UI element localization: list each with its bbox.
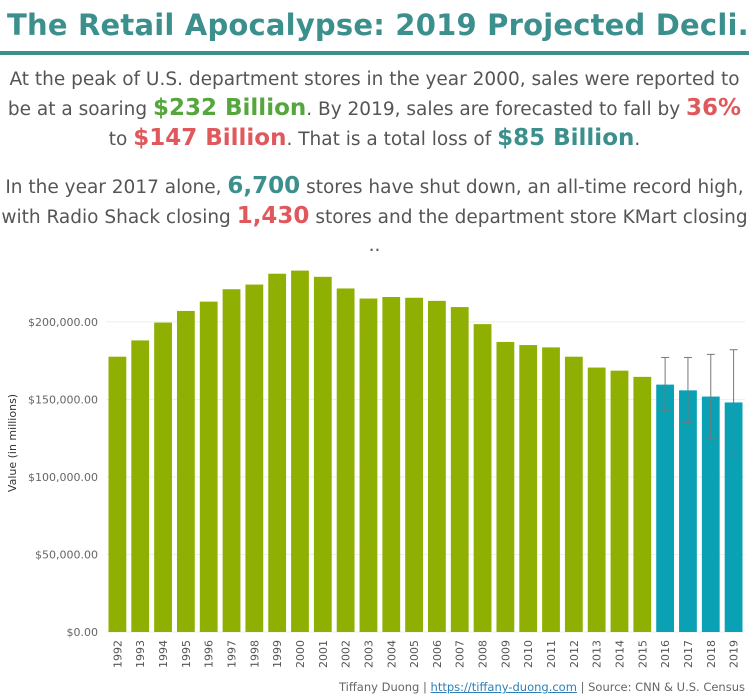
footer-source: | Source: CNN & U.S. Census [576,680,745,694]
bar-2004 [382,296,401,632]
footer-author: Tiffany Duong | [339,680,431,694]
x-tick-label: 2008 [477,640,490,668]
footer-credit: Tiffany Duong | https://tiffany-duong.co… [339,680,745,694]
x-tick-label: 2006 [431,640,444,668]
x-tick-label: 2002 [340,640,353,668]
x-tick-label: 2011 [545,640,558,668]
closures-text-1: In the year 2017 alone, [5,177,228,198]
y-tick-label: $150,000.00 [28,393,98,406]
summary-text-1: At the peak of U.S. department stores in… [7,69,740,120]
closures-text-2: stores have shut down, an all-time recor… [1,177,744,228]
bar-2010 [519,345,538,632]
bar-1998 [245,284,264,632]
bar-2008 [473,324,492,632]
bar-1997 [222,289,241,632]
x-tick-label: 1992 [111,640,124,668]
x-tick-label: 1994 [157,640,170,668]
x-tick-label: 2018 [705,640,718,668]
x-tick-label: 2019 [728,640,741,668]
x-tick-label: 1998 [248,640,261,668]
bar-2005 [405,297,423,632]
x-tick-label: 1995 [180,640,193,668]
x-tick-label: 1997 [226,640,239,668]
x-tick-label: 2004 [385,640,398,668]
y-axis-label: Value (in millions) [6,394,19,492]
author-website-link[interactable]: https://tiffany-duong.com [430,680,577,694]
peak-sales-value: $232 Billion [152,95,307,121]
stores-shut-value: 6,700 [227,173,301,199]
x-tick-label: 1993 [134,640,147,668]
x-tick-label: 2005 [408,640,421,668]
decline-percent-value: 36% [686,95,742,121]
summary-text-4: . That is a total loss of [286,129,498,150]
x-tick-label: 1999 [271,640,284,668]
bar-2013 [587,367,606,632]
x-tick-label: 2017 [682,640,695,668]
bar-1999 [268,273,287,632]
closures-paragraph: In the year 2017 alone, 6,700 stores hav… [0,172,749,260]
bar-2007 [450,307,469,632]
bar-2012 [564,356,583,632]
bar-2014 [610,370,629,632]
title-divider [0,51,749,55]
y-tick-label: $100,000.00 [28,471,98,484]
x-tick-label: 2014 [613,640,626,668]
bar-2011 [542,347,560,632]
summary-text-2: . By 2019, sales are forecasted to fall … [306,99,687,120]
y-axis-ticks: $0.00 $50,000.00 $100,000.00 $150,000.00 $20… [28,316,98,639]
y-tick-label: $0.00 [67,626,99,639]
bar-2002 [336,288,355,632]
bar-1994 [154,322,172,632]
x-tick-label: 2015 [636,640,649,668]
summary-paragraph: At the peak of U.S. department stores in… [0,66,749,154]
y-tick-label: $50,000.00 [35,548,98,561]
bar-1996 [199,301,218,632]
bar-2015 [633,376,652,632]
y-tick-label: $200,000.00 [28,316,98,329]
x-tick-label: 1996 [203,640,216,668]
x-axis-ticks: 1992 1993 1994 1995 1996 1997 1998 1999 2000 2001… [111,640,740,668]
bar-2017 [679,390,697,632]
x-tick-label: 2012 [568,640,581,668]
chart-error-bars [661,349,738,456]
closures-text-3: stores and the department store KMart cl… [309,207,748,256]
summary-text-5: . [634,129,641,150]
bar-2006 [428,300,446,632]
bar-2016 [656,384,675,632]
forecast-sales-value: $147 Billion [133,125,287,151]
bar-2001 [313,276,332,632]
radio-shack-closures-value: 1,430 [236,203,310,229]
x-tick-label: 2016 [659,640,672,668]
bar-2019 [724,402,743,632]
bar-2018 [701,396,720,632]
x-tick-label: 2007 [454,640,467,668]
bar-2000 [291,270,309,632]
bar-2009 [496,341,515,632]
bar-1993 [131,340,150,632]
total-loss-value: $85 Billion [497,125,635,151]
x-tick-label: 2013 [591,640,604,668]
bar-2003 [359,298,378,632]
page-title: The Retail Apocalypse: 2019 Projected De… [7,8,749,42]
error-bar-2017 [683,356,692,424]
bar-1995 [176,310,195,632]
error-bar-2019 [729,349,738,456]
x-tick-label: 2000 [294,640,307,668]
x-tick-label: 2001 [317,640,330,668]
summary-text-3: to [108,129,134,150]
error-bar-2018 [706,353,715,439]
x-tick-label: 2009 [499,640,512,668]
x-tick-label: 2010 [522,640,535,668]
chart-bars [108,270,743,632]
x-tick-label: 2003 [362,640,375,668]
error-bar-2016 [661,356,670,411]
bar-1992 [108,356,127,632]
